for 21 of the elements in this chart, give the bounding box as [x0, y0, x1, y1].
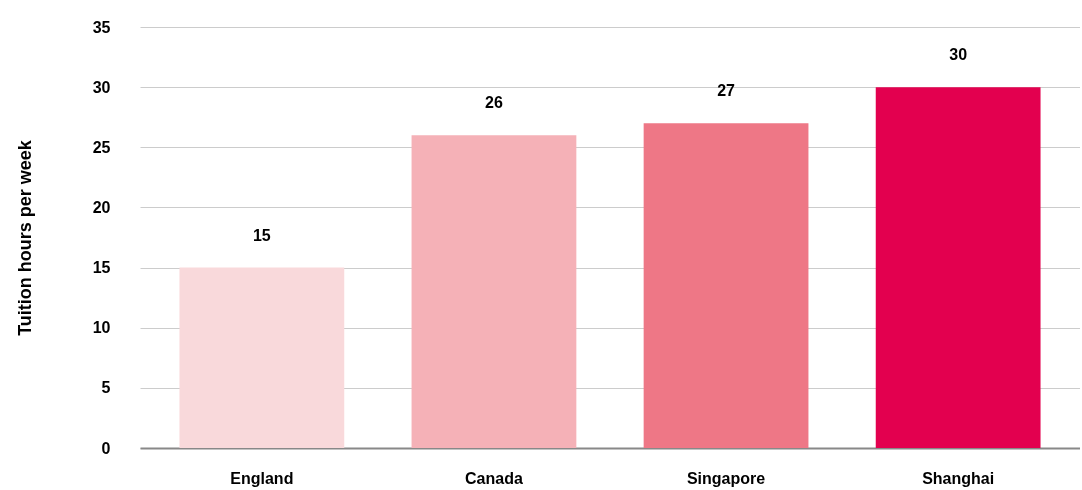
x-tick-label: England: [230, 469, 294, 487]
y-tick-label: 30: [92, 78, 111, 96]
y-tick-label: 20: [92, 198, 111, 216]
bar: [643, 123, 809, 448]
y-tick-label: 5: [101, 379, 111, 397]
bar: [875, 87, 1041, 448]
bar: [411, 135, 577, 448]
data-label: 15: [252, 226, 271, 244]
x-tick-label: Singapore: [686, 469, 766, 487]
data-label: 26: [485, 94, 503, 112]
data-label: 27: [717, 82, 736, 100]
y-tick-label: 0: [101, 439, 111, 457]
x-tick-label: Canada: [465, 469, 523, 487]
y-tick-label: 15: [92, 259, 111, 277]
y-axis-title: Tuition hours per week: [14, 139, 35, 336]
bar: [179, 267, 345, 448]
y-tick-label: 10: [92, 319, 111, 337]
data-label: 30: [949, 46, 968, 64]
x-tick-label: Shanghai: [922, 469, 995, 487]
y-tick-label: 25: [92, 138, 111, 156]
y-tick-label: 35: [92, 18, 111, 36]
